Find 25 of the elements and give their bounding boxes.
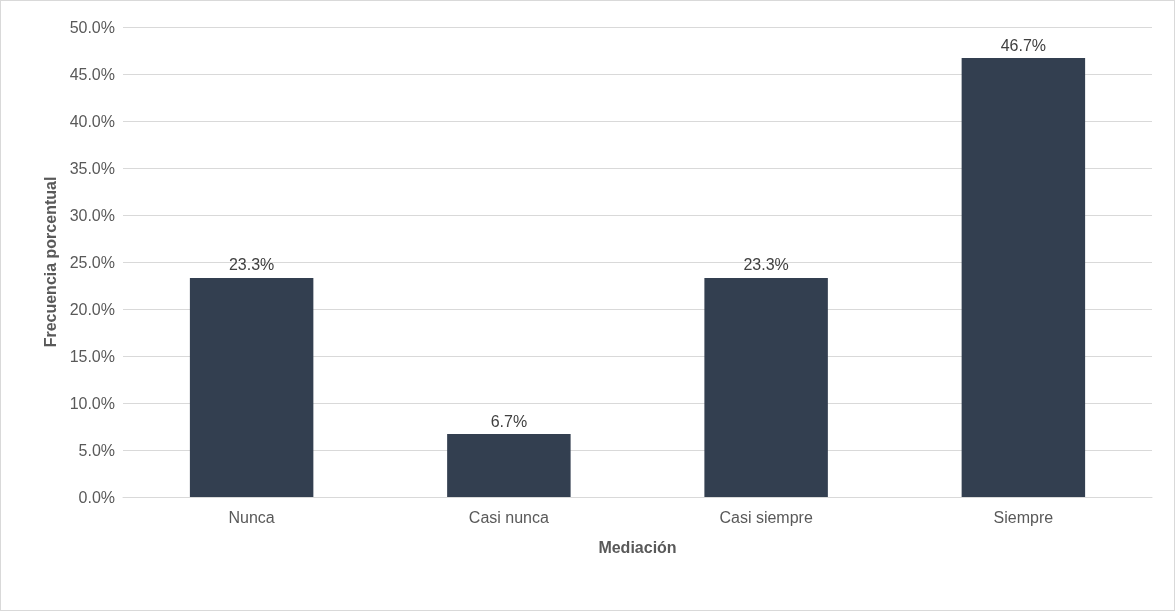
x-tick-label: Siempre	[993, 508, 1054, 526]
x-tick-label: Casi nunca	[468, 508, 549, 526]
y-tick-label: 0.0%	[78, 488, 115, 506]
bar	[189, 277, 314, 497]
data-label: 6.7%	[490, 412, 528, 430]
y-tick-label: 5.0%	[78, 441, 115, 459]
x-tick-label: Casi siempre	[719, 508, 813, 526]
data-label: 23.3%	[743, 256, 789, 274]
y-tick-label: 20.0%	[69, 300, 115, 318]
x-tick-label: Nunca	[228, 508, 275, 526]
x-axis-title: Mediación	[598, 538, 677, 556]
bar	[704, 277, 828, 497]
bar	[447, 434, 571, 497]
y-tick-label: 10.0%	[69, 394, 115, 412]
data-label: 46.7%	[1000, 36, 1047, 54]
y-tick-label: 15.0%	[69, 347, 115, 365]
y-tick-label: 45.0%	[69, 65, 115, 83]
y-tick-label: 35.0%	[69, 159, 115, 177]
bar	[961, 58, 1086, 497]
y-tick-label: 25.0%	[69, 253, 115, 271]
y-axis-title: Frecuencia porcentual	[42, 176, 60, 348]
y-tick-label: 40.0%	[69, 112, 115, 130]
data-label: 23.3%	[228, 256, 275, 274]
y-tick-label: 50.0%	[69, 18, 115, 36]
y-tick-label: 30.0%	[69, 206, 115, 224]
